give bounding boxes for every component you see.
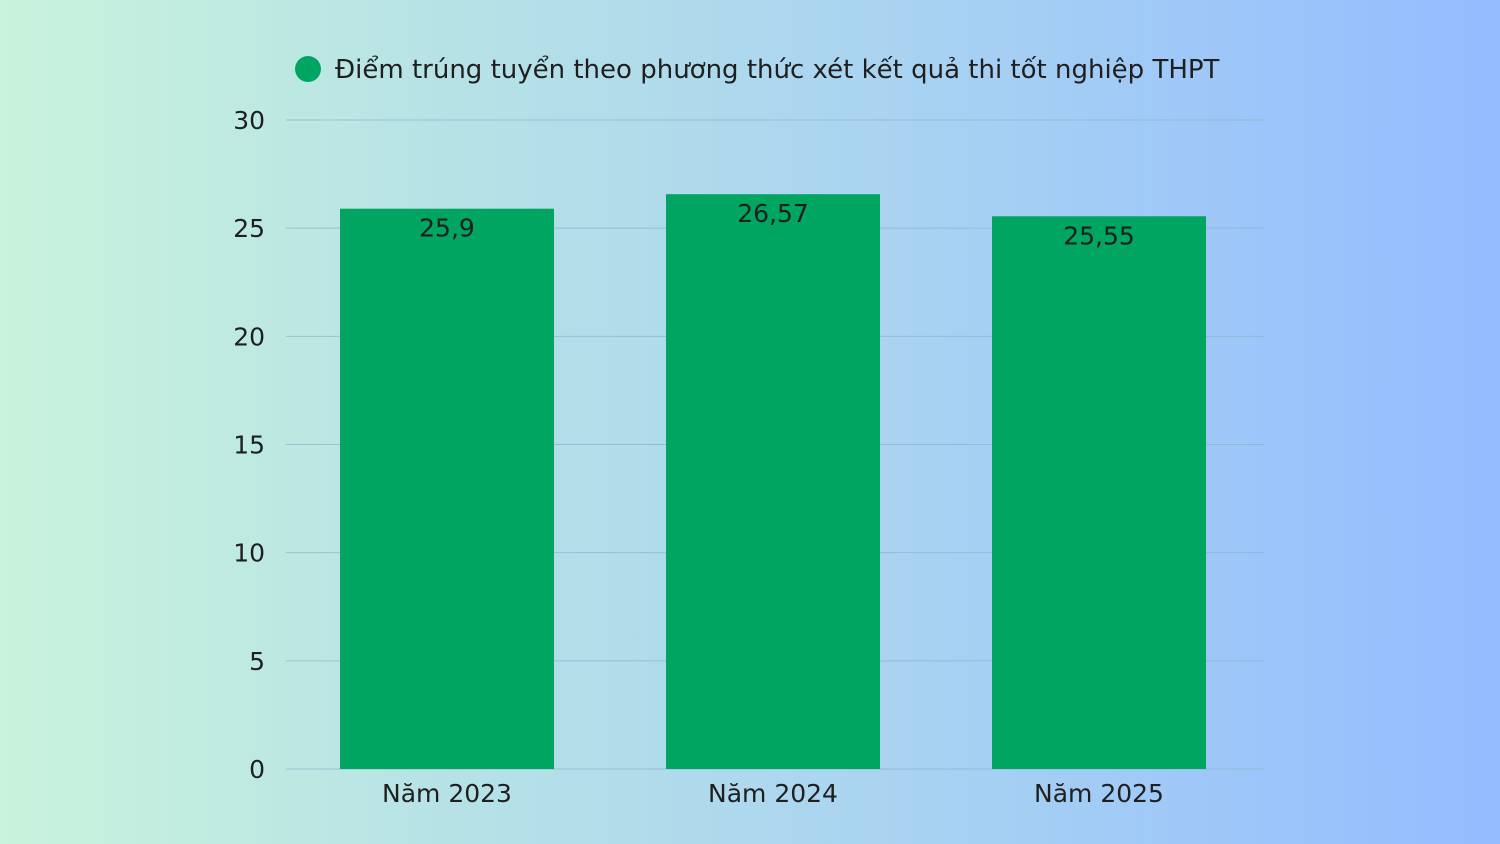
bar [340,208,554,770]
x-axis-ticks: Năm 2023 Năm 2024 Năm 2025 [382,779,1164,808]
data-label: 25,55 [1063,221,1135,250]
data-labels: 25,9 26,57 25,55 [419,199,1135,250]
bar [992,216,1206,770]
legend-swatch-icon [295,56,321,82]
data-label: 25,9 [419,214,475,243]
y-tick-label: 5 [249,647,265,676]
y-tick-label: 15 [233,431,265,460]
bars [340,194,1206,770]
x-tick-label: Năm 2024 [708,779,838,808]
y-axis-ticks: 0 5 10 15 20 25 30 [233,106,265,784]
y-tick-label: 25 [233,214,265,243]
y-tick-label: 0 [249,755,265,784]
x-tick-label: Năm 2023 [382,779,512,808]
data-label: 26,57 [737,199,809,228]
y-tick-label: 20 [233,322,265,351]
bar [666,194,880,769]
legend: Điểm trúng tuyển theo phương thức xét kế… [295,54,1220,85]
y-tick-label: 30 [233,106,265,135]
y-tick-label: 10 [233,539,265,568]
legend-label: Điểm trúng tuyển theo phương thức xét kế… [335,54,1220,85]
x-tick-label: Năm 2025 [1034,779,1164,808]
